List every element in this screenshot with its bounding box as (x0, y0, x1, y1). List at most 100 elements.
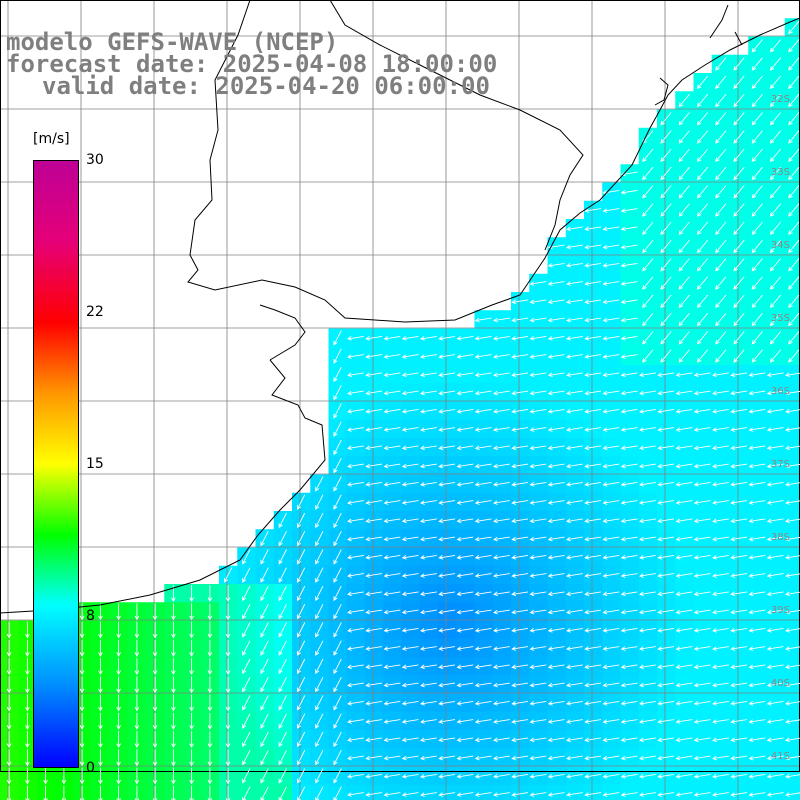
wind-arrow (766, 682, 784, 688)
wind-arrow (712, 700, 729, 706)
wind-arrow (25, 639, 30, 657)
wind-arrow (620, 719, 638, 724)
wind-arrow (788, 239, 800, 254)
wind-arrow (401, 354, 419, 359)
wind-arrow (566, 646, 583, 651)
wind-arrow (225, 639, 231, 657)
wind-arrow (730, 427, 748, 432)
wind-arrow (98, 731, 103, 749)
wind-arrow (315, 603, 324, 620)
wind-arrow (474, 500, 492, 505)
wind-arrow (620, 536, 638, 542)
wind-arrow (25, 694, 30, 712)
wind-arrow (751, 239, 763, 254)
wind-arrow (438, 682, 456, 688)
wind-arrow (456, 719, 474, 724)
wind-arrow (675, 755, 693, 761)
wind-arrow (438, 481, 456, 487)
wind-arrow (6, 621, 12, 639)
wind-arrow (715, 349, 727, 363)
wind-arrow (401, 609, 419, 615)
wind-arrow (639, 427, 656, 432)
wind-arrow (620, 208, 638, 213)
wind-arrow (696, 203, 709, 217)
wind-arrow (766, 427, 784, 432)
wind-arrow (785, 646, 800, 651)
wind-cell (766, 273, 786, 293)
wind-arrow (171, 658, 176, 676)
wind-arrow (566, 682, 583, 688)
wind-arrow (511, 536, 529, 542)
wind-cell (784, 182, 800, 202)
wind-arrow (98, 749, 103, 767)
wind-arrow (785, 427, 800, 432)
wind-arrow (511, 408, 529, 414)
wind-arrow (189, 585, 194, 603)
wind-arrow (733, 312, 745, 327)
wind-arrow (657, 518, 675, 524)
wind-arrow (333, 348, 342, 364)
wind-arrow (242, 749, 251, 766)
wind-arrow (474, 481, 492, 487)
wind-arrow (660, 294, 672, 309)
wind-arrow (347, 664, 364, 670)
wind-arrow (493, 536, 510, 542)
wind-arrow (333, 384, 342, 401)
wind-arrow (639, 609, 656, 615)
wind-arrow (61, 767, 67, 785)
wind-arrow (6, 694, 12, 712)
wind-arrow (602, 372, 620, 378)
wind-arrow (401, 372, 419, 378)
wind-arrow (225, 676, 231, 694)
wind-arrow (751, 39, 763, 53)
wind-arrow (315, 731, 324, 748)
wind-arrow (529, 518, 547, 524)
wind-arrow (383, 354, 401, 359)
wind-arrow (383, 700, 401, 706)
wind-arrow (769, 148, 782, 163)
wind-arrow (730, 463, 748, 469)
wind-arrow (365, 390, 383, 396)
wind-arrow (25, 767, 30, 785)
wind-arrow (547, 627, 565, 633)
lat-label-39s: 39S (770, 605, 790, 616)
wind-arrow (383, 536, 401, 542)
wind-arrow (260, 768, 269, 784)
wind-arrow (511, 354, 529, 359)
wind-arrow (766, 664, 784, 670)
wind-arrow (493, 427, 510, 432)
wind-arrow (383, 427, 401, 432)
wind-arrow (152, 712, 158, 730)
wind-arrow (456, 591, 474, 597)
colorbar-tick-0: 0 (86, 760, 95, 776)
wind-arrow (639, 536, 656, 542)
wind-arrow (278, 768, 287, 784)
wind-arrow (788, 75, 800, 90)
wind-arrow (6, 749, 12, 767)
wind-arrow (116, 712, 121, 730)
wind-arrow (207, 603, 213, 621)
wind-arrow (751, 312, 763, 327)
wind-arrow (748, 755, 766, 761)
wind-arrow (383, 445, 401, 451)
wind-arrow (365, 427, 383, 432)
wind-arrow (438, 500, 456, 505)
wind-arrow (769, 349, 782, 363)
wind-arrow (511, 573, 529, 578)
wind-arrow (566, 609, 583, 615)
wind-cell (657, 346, 676, 366)
wind-arrow (401, 518, 419, 524)
wind-arrow (511, 481, 529, 487)
wind-arrow (315, 530, 324, 547)
wind-arrow (420, 390, 437, 396)
wind-arrow (456, 573, 474, 578)
wind-arrow (420, 481, 437, 487)
wind-arrow (438, 773, 456, 779)
wind-arrow (347, 554, 364, 560)
wind-arrow (296, 695, 306, 711)
wind-arrow (456, 737, 474, 743)
wind-arrow (766, 554, 784, 560)
wind-arrow (766, 792, 784, 797)
wind-arrow (242, 786, 251, 800)
wind-arrow (657, 646, 675, 651)
